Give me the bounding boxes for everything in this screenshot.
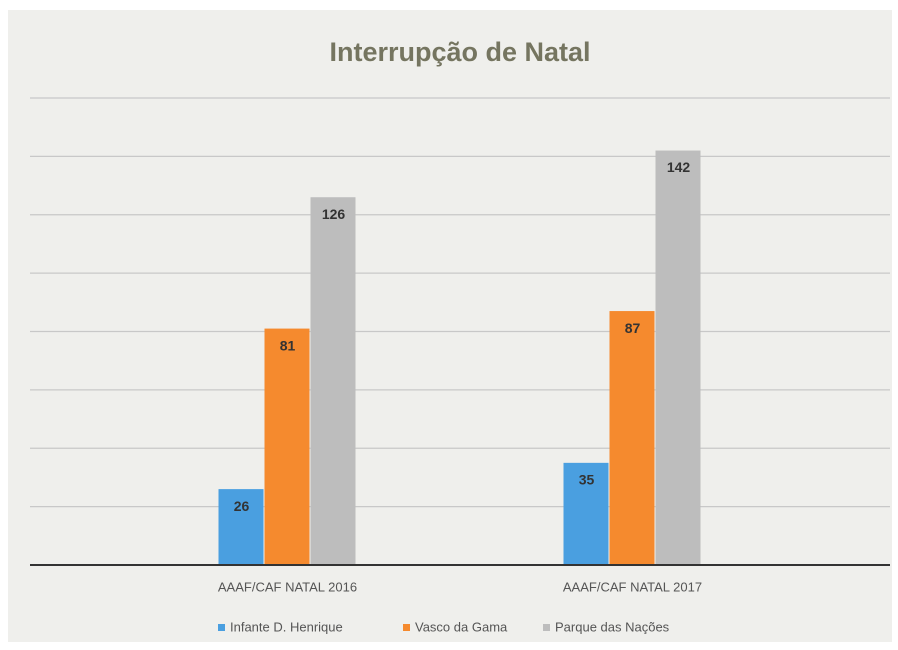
data-label: 126 xyxy=(322,206,346,222)
bar xyxy=(563,462,609,565)
legend-label: Parque das Nações xyxy=(555,619,670,634)
legend-label: Infante D. Henrique xyxy=(230,619,343,634)
x-tick-label: AAAF/CAF NATAL 2016 xyxy=(218,579,357,594)
legend-swatch xyxy=(403,624,410,631)
bar xyxy=(218,489,264,565)
data-label: 35 xyxy=(579,472,595,488)
bar xyxy=(609,311,655,565)
data-label: 26 xyxy=(234,498,250,514)
data-label: 142 xyxy=(667,159,691,175)
legend-swatch xyxy=(218,624,225,631)
chart-background xyxy=(8,10,892,642)
legend-label: Vasco da Gama xyxy=(415,619,508,634)
data-label: 87 xyxy=(625,320,641,336)
data-label: 81 xyxy=(280,337,296,353)
chart-title: Interrupção de Natal xyxy=(329,37,590,67)
x-tick-label: AAAF/CAF NATAL 2017 xyxy=(563,579,702,594)
bar xyxy=(655,150,701,565)
bar xyxy=(310,197,356,566)
bar xyxy=(264,328,310,565)
legend-swatch xyxy=(543,624,550,631)
